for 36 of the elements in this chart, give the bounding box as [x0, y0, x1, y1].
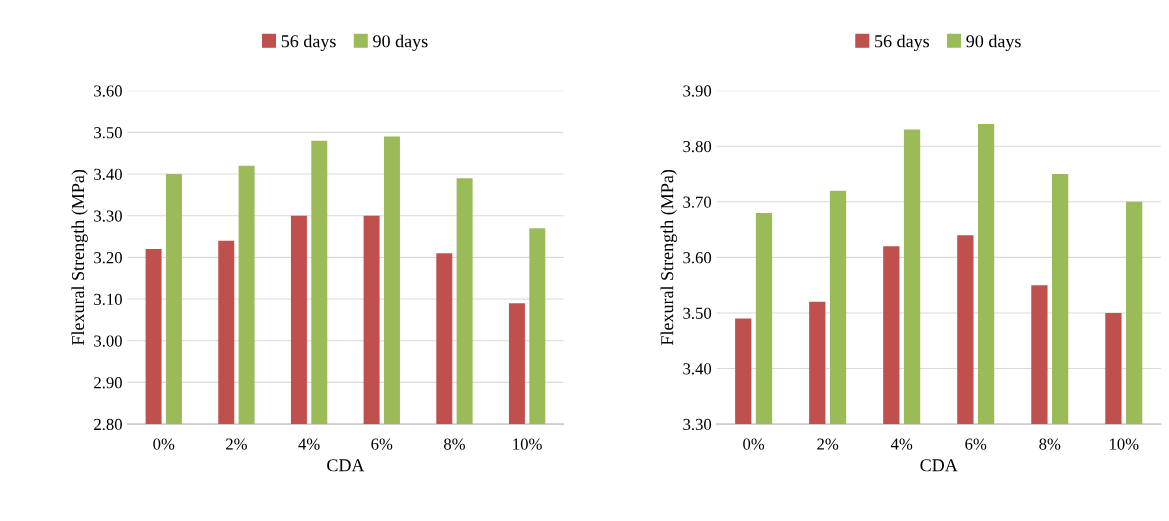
y-axis-title: Flexural Strength (MPa): [660, 169, 678, 346]
y-tick-label: 3.50: [94, 127, 122, 139]
y-tick-label: 3.40: [683, 363, 712, 375]
y-axis-title: Flexural Strength (MPa): [71, 169, 88, 346]
y-tick-label: 3.80: [683, 140, 712, 153]
y-tick-label: 2.80: [94, 418, 122, 431]
x-axis-title: CDA: [327, 459, 365, 472]
y-tick-label: 3.10: [94, 293, 122, 306]
y-tick-label: 3.00: [94, 335, 122, 347]
legend-label: 56 days: [281, 34, 336, 52]
x-tick-label: 2%: [817, 438, 839, 450]
y-tick-label: 3.60: [683, 252, 712, 264]
x-axis-title: CDA: [920, 459, 958, 472]
x-tick-label: 8%: [1039, 438, 1061, 450]
x-tick-label: 10%: [1109, 438, 1139, 450]
legend-label: 90 days: [373, 34, 428, 52]
y-tick-label: 3.50: [683, 307, 712, 319]
x-tick-label: 8%: [443, 438, 465, 450]
y-tick-label: 3.60: [94, 85, 122, 97]
x-tick-label: 2%: [226, 438, 247, 450]
x-tick-label: 6%: [965, 438, 987, 450]
x-tick-label: 0%: [743, 438, 765, 450]
y-tick-label: 3.30: [683, 418, 712, 431]
legend-label: 56 days: [875, 34, 930, 52]
legend-label: 90 days: [966, 34, 1021, 52]
y-tick-label: 2.90: [94, 377, 122, 389]
x-tick-label: 4%: [298, 438, 320, 450]
x-tick-label: 4%: [890, 438, 913, 450]
y-tick-label: 3.40: [94, 168, 122, 181]
y-tick-label: 3.90: [683, 85, 712, 97]
x-tick-label: 6%: [371, 438, 393, 450]
x-tick-label: 10%: [513, 438, 542, 450]
x-tick-label: 0%: [153, 438, 175, 450]
y-tick-label: 3.70: [683, 196, 712, 208]
y-tick-label: 3.20: [94, 252, 122, 264]
y-tick-label: 3.30: [94, 210, 122, 222]
